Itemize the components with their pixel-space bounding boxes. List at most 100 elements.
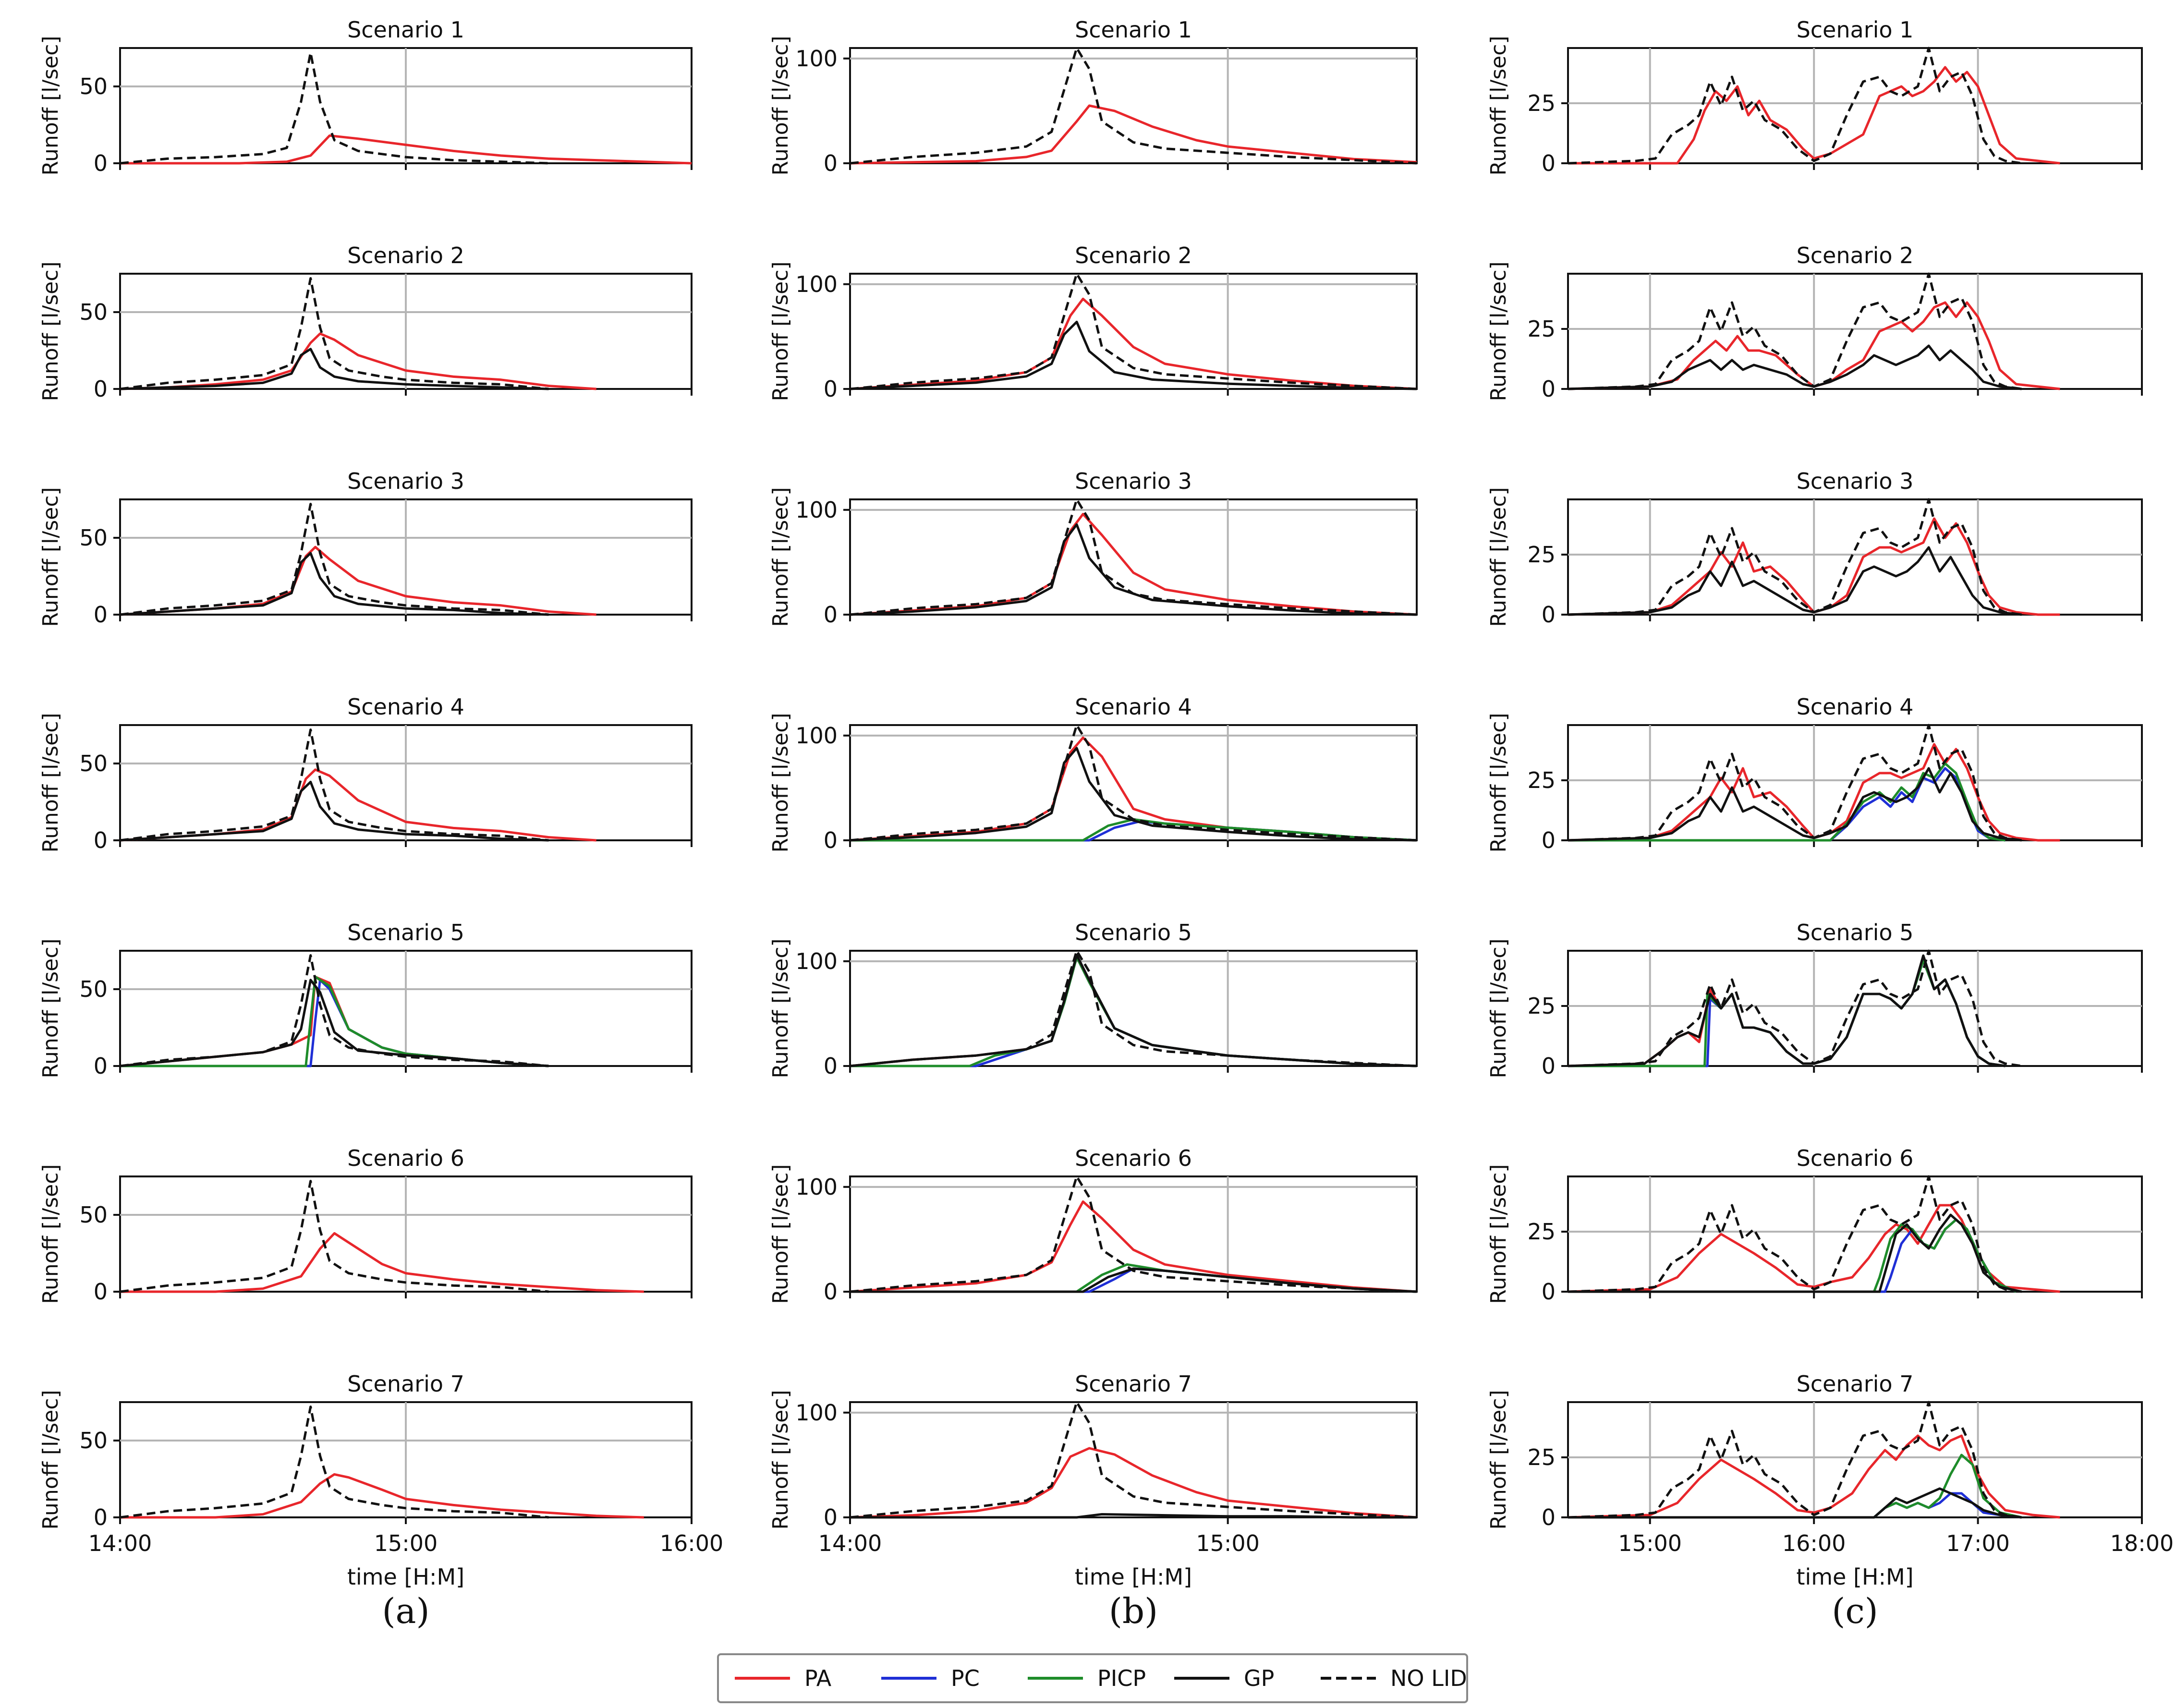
series-line-gp	[1568, 344, 2022, 390]
y-tick-label: 0	[1542, 1053, 1556, 1079]
panel-title: Scenario 1	[1797, 17, 1914, 43]
y-axis-label: Runoff [l/sec]	[1486, 1164, 1511, 1304]
y-tick-label: 25	[1527, 542, 1556, 568]
y-tick-label: 0	[94, 1279, 108, 1305]
series-line-gp	[1568, 546, 2022, 616]
y-tick-label: 0	[94, 1504, 108, 1530]
plot-frame	[1567, 498, 2143, 616]
series-line-no-lid	[1568, 47, 2022, 165]
panel-b-scenario-1: 0 100 Scenario 1 Runoff [l/sec]	[768, 17, 1418, 176]
series-line-no-lid	[1568, 724, 2022, 842]
series-line-gp	[850, 320, 1417, 390]
y-axis-label: Runoff [l/sec]	[1486, 36, 1511, 175]
y-tick-label: 0	[1542, 376, 1556, 402]
series-line-gp	[1568, 767, 2022, 842]
series-line-pa	[850, 513, 1417, 616]
plot-frame	[1567, 724, 2143, 841]
plot-frame	[849, 1175, 1418, 1293]
y-tick-label: 25	[1527, 316, 1556, 342]
panel-a-scenario-6: 0 50 Scenario 6 Runoff [l/sec]	[38, 1145, 693, 1305]
x-tick-label: 17:00	[1946, 1530, 2010, 1556]
panel-title: Scenario 4	[1075, 694, 1192, 720]
series-line-pa	[1568, 1434, 2060, 1519]
panel-title: Scenario 2	[1797, 242, 1914, 268]
y-tick-label: 100	[795, 497, 838, 523]
y-tick-label: 50	[79, 73, 108, 99]
y-tick-label: 0	[94, 376, 108, 402]
y-tick-label: 25	[1527, 767, 1556, 793]
series-line-no-lid	[1568, 498, 2022, 616]
y-axis-label: Runoff [l/sec]	[1486, 1390, 1511, 1529]
plot-frame	[1567, 950, 2143, 1067]
panel-a-scenario-4: 0 50 Scenario 4 Runoff [l/sec]	[38, 694, 693, 853]
legend-label: PA	[804, 1665, 832, 1691]
series-line-gp	[120, 552, 549, 616]
plot-frame	[849, 47, 1418, 164]
y-axis-label: Runoff [l/sec]	[768, 487, 793, 627]
legend-label: PC	[951, 1665, 980, 1691]
y-axis-label: Runoff [l/sec]	[768, 713, 793, 852]
panel-title: Scenario 6	[347, 1145, 464, 1171]
panel-title: Scenario 1	[347, 17, 464, 43]
panel-title: Scenario 7	[1075, 1371, 1192, 1397]
panel-b-scenario-5: 0 100 Scenario 5 Runoff [l/sec]	[768, 920, 1418, 1079]
series-line-pa	[1568, 301, 2060, 390]
series-line-pa	[120, 134, 692, 165]
series-line-pa	[120, 1232, 644, 1293]
y-tick-label: 0	[94, 1053, 108, 1079]
panel-b-scenario-7: 0 100 14:00 15:00 Scenario 7 Runoff [l/sec] ti…	[768, 1371, 1418, 1590]
plot-frame	[849, 273, 1418, 390]
plot-frame	[849, 1401, 1418, 1518]
y-tick-label: 25	[1527, 993, 1556, 1019]
series-line-no-lid	[120, 51, 549, 165]
y-tick-label: 25	[1527, 1444, 1556, 1470]
panel-a-scenario-2: 0 50 Scenario 2 Runoff [l/sec]	[38, 242, 693, 402]
series-line-gp	[120, 780, 549, 842]
x-axis-label: time [H:M]	[347, 1564, 464, 1590]
panel-title: Scenario 5	[1797, 920, 1914, 945]
panel-a-scenario-3: 0 50 Scenario 3 Runoff [l/sec]	[38, 468, 693, 628]
y-tick-label: 0	[94, 602, 108, 628]
y-axis-label: Runoff [l/sec]	[768, 938, 793, 1078]
y-tick-label: 0	[824, 1504, 838, 1530]
panel-a-scenario-5: 0 50 Scenario 5 Runoff [l/sec]	[38, 920, 693, 1079]
y-tick-label: 100	[795, 1400, 838, 1426]
panel-title: Scenario 3	[347, 468, 464, 494]
plot-frame	[1567, 47, 2143, 164]
y-tick-label: 0	[94, 827, 108, 853]
y-axis-label: Runoff [l/sec]	[768, 36, 793, 175]
legend-label: NO LID	[1390, 1665, 1467, 1691]
chart-column-c: 0 25 Scenario 1 Runoff [l/sec] 0 25 Scenario 2…	[1486, 17, 2174, 1631]
plot-frame	[849, 498, 1418, 616]
series-line-no-lid	[120, 1180, 549, 1293]
series-line-no-lid	[120, 503, 549, 616]
y-axis-label: Runoff [l/sec]	[768, 1164, 793, 1304]
panel-b-scenario-2: 0 100 Scenario 2 Runoff [l/sec]	[768, 242, 1418, 402]
series-line-no-lid	[120, 1405, 549, 1519]
y-tick-label: 50	[79, 525, 108, 551]
series-line-gp	[1568, 1213, 2022, 1293]
panel-a-scenario-1: 0 50 Scenario 1 Runoff [l/sec]	[38, 17, 693, 176]
y-axis-label: Runoff [l/sec]	[1486, 487, 1511, 627]
panel-c-scenario-6: 0 25 Scenario 6 Runoff [l/sec]	[1486, 1145, 2143, 1305]
plot-frame	[1567, 273, 2143, 390]
panel-title: Scenario 1	[1075, 17, 1192, 43]
y-tick-label: 0	[1542, 827, 1556, 853]
series-line-gp	[120, 979, 549, 1067]
y-axis-label: Runoff [l/sec]	[38, 1390, 63, 1529]
plot-frame	[849, 950, 1418, 1067]
y-tick-label: 100	[795, 948, 838, 974]
x-tick-label: 15:00	[374, 1530, 438, 1556]
series-line-gp	[850, 523, 1417, 616]
series-line-gp	[120, 348, 549, 390]
legend: PA PC PICP GP NO LID	[717, 1653, 1468, 1703]
y-tick-label: 50	[79, 1428, 108, 1454]
series-line-pa	[1568, 66, 2060, 165]
legend-frame	[717, 1653, 1468, 1703]
panel-title: Scenario 3	[1075, 468, 1192, 494]
y-tick-label: 0	[824, 1279, 838, 1305]
series-line-pa	[120, 1473, 644, 1519]
chart-column-a: 0 50 Scenario 1 Runoff [l/sec] 0 50 Scenario 2…	[38, 17, 723, 1631]
series-line-no-lid	[1568, 949, 2022, 1067]
